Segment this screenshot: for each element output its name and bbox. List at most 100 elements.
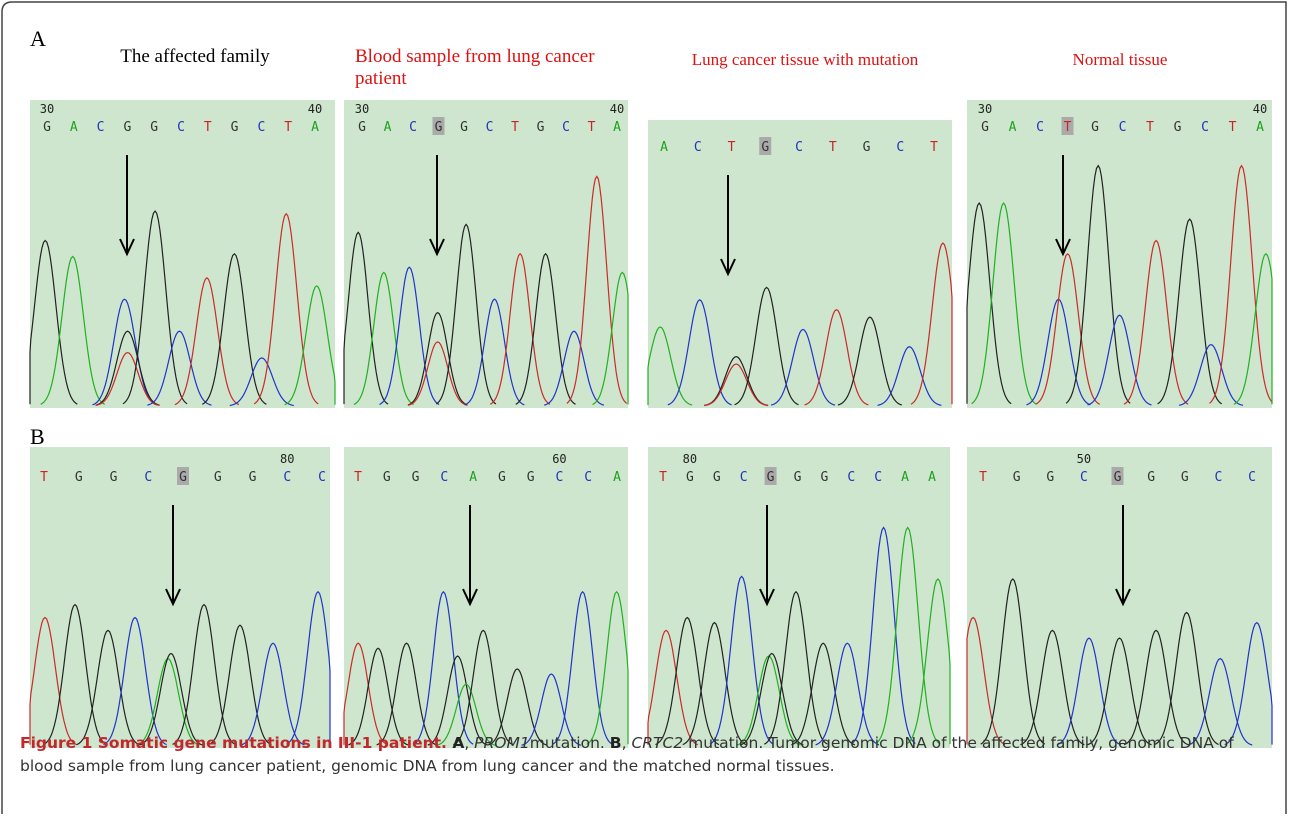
chromatogram-panel <box>648 120 952 408</box>
base-letter: A <box>311 120 319 135</box>
position-number: 40 <box>1253 102 1267 116</box>
base-letter: G <box>1181 470 1189 485</box>
base-letter: G <box>75 470 83 485</box>
base-letter: G <box>767 470 775 485</box>
caption-segment: , <box>622 734 632 752</box>
base-letter: G <box>150 120 158 135</box>
base-letter: T <box>588 120 596 135</box>
base-letter: C <box>1201 120 1209 135</box>
base-letter: G <box>383 470 391 485</box>
base-letter: A <box>469 470 477 485</box>
column-title: Lung cancer tissue with mutation <box>640 50 970 70</box>
base-letter: C <box>740 470 748 485</box>
panel-label: A <box>30 26 46 52</box>
position-number: 80 <box>683 452 697 466</box>
base-letter: C <box>562 120 570 135</box>
base-letter: C <box>440 470 448 485</box>
base-letter: C <box>1248 470 1256 485</box>
base-letter: C <box>847 470 855 485</box>
base-letter: G <box>981 120 989 135</box>
base-letter: C <box>1214 470 1222 485</box>
position-number: 30 <box>40 102 54 116</box>
caption-segment: PROM1 <box>474 734 530 752</box>
base-letter: C <box>1119 120 1127 135</box>
caption-segment: Figure 1 Somatic gene mutations in III-1… <box>20 734 452 752</box>
position-number: 40 <box>610 102 624 116</box>
base-letter: G <box>1013 470 1021 485</box>
base-letter: C <box>409 120 417 135</box>
base-letter: A <box>70 120 78 135</box>
base-letter: A <box>613 470 621 485</box>
base-letter: T <box>1146 120 1154 135</box>
base-letter: C <box>1036 120 1044 135</box>
position-number: 80 <box>280 452 294 466</box>
base-letter: T <box>511 120 519 135</box>
base-letter: G <box>179 470 187 485</box>
base-letter: A <box>901 470 909 485</box>
base-letter: A <box>660 140 668 155</box>
base-letter: T <box>40 470 48 485</box>
base-letter: G <box>1147 470 1155 485</box>
caption-segment: CRTC2 <box>631 734 683 752</box>
chromatogram-panel <box>967 100 1272 408</box>
base-letter: G <box>412 470 420 485</box>
base-letter: T <box>829 140 837 155</box>
base-letter: C <box>97 120 105 135</box>
base-letter: G <box>249 470 257 485</box>
base-letter: G <box>1114 470 1122 485</box>
position-number: 60 <box>552 452 566 466</box>
base-letter: G <box>435 120 443 135</box>
base-letter: G <box>460 120 468 135</box>
figure: G A C G G C T G C T A 30 40 G A C G G C T G C T A 30 40 A C T G C T G C T G… <box>0 0 1290 816</box>
base-letter: T <box>354 470 362 485</box>
base-letter: G <box>43 120 51 135</box>
base-letter: C <box>144 470 152 485</box>
base-letter: C <box>556 470 564 485</box>
caption-segment: , <box>464 734 474 752</box>
base-letter: T <box>728 140 736 155</box>
position-number: 30 <box>978 102 992 116</box>
base-letter: T <box>930 140 938 155</box>
base-letter: G <box>214 470 222 485</box>
base-letter: C <box>694 140 702 155</box>
base-letter: A <box>928 470 936 485</box>
column-title: The affected family <box>60 46 330 68</box>
base-letter: T <box>1064 120 1072 135</box>
base-letter: C <box>486 120 494 135</box>
base-letter: T <box>979 470 987 485</box>
base-letter: G <box>794 470 802 485</box>
base-letter: A <box>384 120 392 135</box>
base-letter: C <box>1080 470 1088 485</box>
base-letter: G <box>498 470 506 485</box>
base-letter: C <box>257 120 265 135</box>
panel-label: B <box>30 424 45 450</box>
base-letter: G <box>231 120 239 135</box>
column-title: Normal tissue <box>1030 50 1210 70</box>
chromatogram-panel <box>30 100 335 408</box>
caption-segment: mutation. <box>530 734 610 752</box>
base-letter: G <box>537 120 545 135</box>
column-title: Blood sample from lung cancer patient <box>355 46 615 90</box>
base-letter: G <box>123 120 131 135</box>
base-letter: G <box>820 470 828 485</box>
base-letter: G <box>1174 120 1182 135</box>
position-number: 30 <box>355 102 369 116</box>
base-letter: G <box>358 120 366 135</box>
base-letter: C <box>795 140 803 155</box>
base-letter: G <box>686 470 694 485</box>
base-letter: G <box>863 140 871 155</box>
base-letter: A <box>613 120 621 135</box>
base-letter: T <box>659 470 667 485</box>
caption-segment: B <box>610 734 622 752</box>
chromatogram-panel <box>344 100 628 408</box>
base-letter: A <box>1009 120 1017 135</box>
base-letter: T <box>1229 120 1237 135</box>
base-letter: A <box>1256 120 1264 135</box>
base-letter: C <box>283 470 291 485</box>
position-number: 40 <box>308 102 322 116</box>
figure-canvas: G A C G G C T G C T A 30 40 G A C G G C T G C T A 30 40 A C T G C T G C T G… <box>0 0 1290 816</box>
base-letter: G <box>1091 120 1099 135</box>
base-letter: C <box>874 470 882 485</box>
base-letter: C <box>318 470 326 485</box>
base-letter: T <box>284 120 292 135</box>
